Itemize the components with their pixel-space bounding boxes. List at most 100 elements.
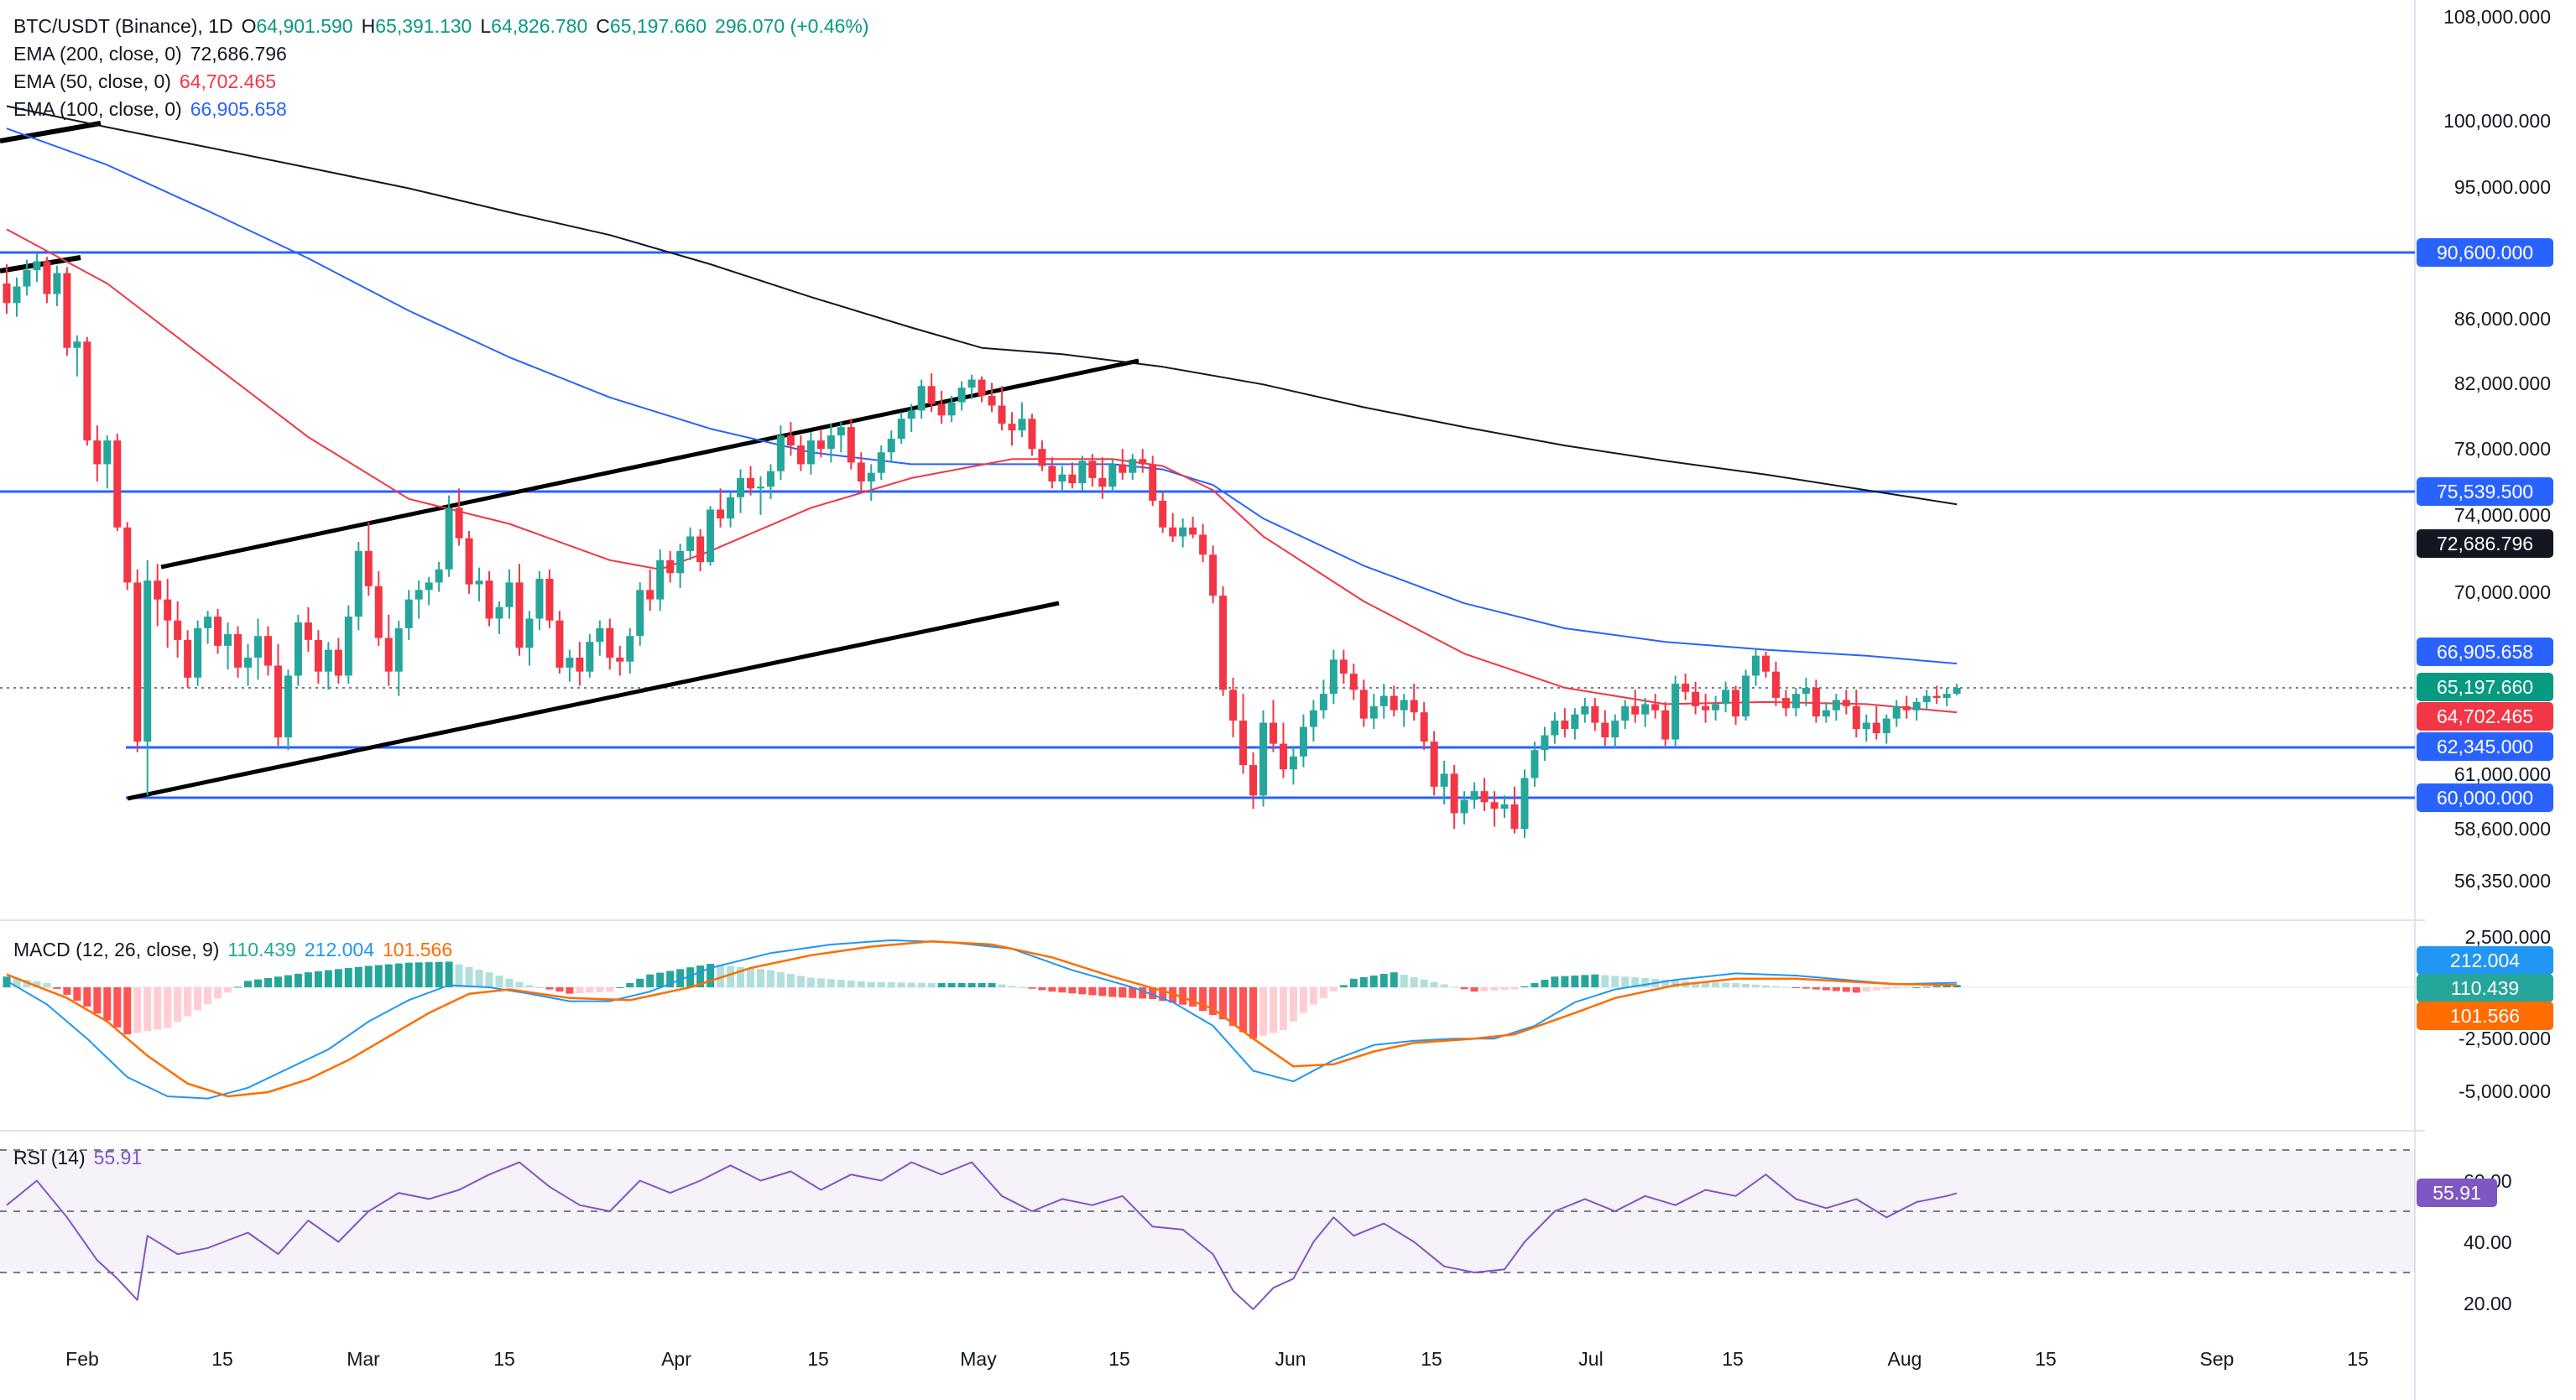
candle-body [354, 550, 362, 617]
macd-hist-bar [1601, 975, 1609, 987]
candle-body [596, 627, 604, 643]
price-tick: 108,000.000 [2443, 6, 2551, 28]
date-tick: Jul [1578, 1348, 1603, 1370]
ema200-tag: 72,686.796 [2417, 529, 2553, 558]
support-62345-tag[interactable]: 62,345.000 [2417, 732, 2553, 761]
macd-hist-bar [1781, 986, 1790, 988]
resistance-75539-tag[interactable]: 75,539.500 [2417, 477, 2553, 506]
candle-body [606, 627, 614, 658]
candle-body [1702, 705, 1710, 710]
candle-body [344, 617, 352, 676]
macd-hist-bar [485, 972, 493, 987]
channel-upper-trendline[interactable] [160, 358, 1139, 570]
price-tick: 82,000.000 [2454, 372, 2551, 394]
date-tick: Apr [661, 1348, 691, 1370]
macd-hist-bar [1068, 987, 1077, 994]
candle-body [1802, 687, 1810, 695]
macd-hist-bar [1239, 987, 1248, 1033]
support-60000-tag[interactable]: 60,000.000 [2417, 783, 2553, 812]
date-tick: 15 [1108, 1348, 1130, 1370]
rsi-line [6, 1161, 1958, 1310]
macd-hist-bar [103, 987, 112, 1021]
candle-body [1591, 705, 1599, 723]
macd-hist-bar [1038, 987, 1046, 991]
candle-body [1259, 722, 1267, 796]
macd-hist-bar [63, 987, 71, 995]
macd-hist-bar [364, 965, 373, 987]
high-label: H [361, 15, 376, 37]
ema100-value: 66,905.658 [190, 98, 287, 120]
candle-body [415, 590, 423, 600]
macd-hist-bar [927, 982, 936, 987]
macd-hist-bar [1611, 976, 1619, 987]
candle-body [133, 582, 142, 742]
candle-body [485, 580, 493, 619]
date-tick: 15 [1421, 1348, 1442, 1370]
macd-hist-bar [1119, 987, 1127, 998]
symbol-label[interactable]: BTC/USDT (Binance), 1D [13, 15, 233, 37]
low-label: L [480, 15, 492, 37]
candle-body [445, 507, 453, 570]
channel-lower-trendline[interactable] [127, 601, 1060, 801]
candle-body [284, 675, 292, 738]
macd-hist-bar [304, 972, 312, 987]
candle-body [1781, 698, 1790, 709]
candle-body [1460, 799, 1468, 814]
candle-body [1651, 704, 1660, 710]
rsi-value: 55.91 [93, 1147, 143, 1168]
macd-hist-bar [1149, 987, 1157, 1000]
candle-body [937, 403, 946, 416]
candle-body [1742, 675, 1750, 717]
candle-body [13, 286, 21, 304]
macd-legend[interactable]: MACD (12, 26, close, 9) 110.439 212.004 101… [13, 936, 461, 964]
macd-hist-bar [967, 982, 976, 987]
rsi-legend[interactable]: RSI (14) 55.91 [13, 1144, 150, 1172]
ema100-legend[interactable]: EMA (100, close, 0) 66,905.658 [13, 96, 295, 123]
candle-body [73, 341, 81, 348]
candle-body [1379, 695, 1388, 706]
ema200-legend[interactable]: EMA (200, close, 0) 72,686.796 [13, 40, 295, 68]
macd-hist-bar [164, 987, 172, 1028]
candle-body [113, 440, 122, 528]
macd-signal-line [6, 939, 1958, 1098]
macd-line-value: 212.004 [304, 939, 374, 960]
macd-hist-bar [757, 969, 764, 987]
candle-body [535, 578, 544, 619]
candle-body [23, 270, 31, 287]
candle-body [1942, 694, 1951, 699]
macd-hist-bar [324, 970, 332, 987]
candle-body [1912, 701, 1921, 710]
macd-hist-bar [354, 966, 362, 987]
candle-body [586, 642, 594, 672]
candle-body [294, 622, 302, 676]
candle-body [1822, 710, 1830, 717]
candle-body [274, 665, 282, 738]
candle-body [887, 439, 895, 453]
candle-body [33, 261, 41, 271]
macd-hist-bar [1309, 987, 1317, 1005]
candle-body [263, 636, 272, 666]
ema50-legend[interactable]: EMA (50, close, 0) 64,702.465 [13, 68, 284, 96]
macd-hist-bar [937, 982, 946, 987]
upper-trendline-stub[interactable] [0, 121, 102, 143]
macd-hist-bar [83, 987, 91, 1007]
candle-body [907, 410, 915, 419]
candle-body [214, 617, 222, 646]
candle-body [636, 590, 644, 637]
macd-hist-bar [917, 982, 926, 987]
candle-body [1732, 690, 1740, 717]
price-tick: 56,350.000 [2454, 870, 2551, 892]
candle-body [727, 497, 735, 519]
macd-hist-bar [13, 978, 21, 987]
candle-body [757, 487, 764, 489]
macd-signal-value: 101.566 [383, 939, 453, 960]
macd-hist-bar [867, 981, 875, 987]
resistance-90600-tag[interactable]: 90,600.000 [2417, 238, 2553, 267]
candle-body [1179, 527, 1187, 537]
candle-body [1551, 721, 1559, 736]
candle-body [847, 427, 855, 463]
candle-body [867, 472, 875, 482]
candle-body [43, 261, 51, 294]
macd-hist-bar [1319, 987, 1327, 998]
